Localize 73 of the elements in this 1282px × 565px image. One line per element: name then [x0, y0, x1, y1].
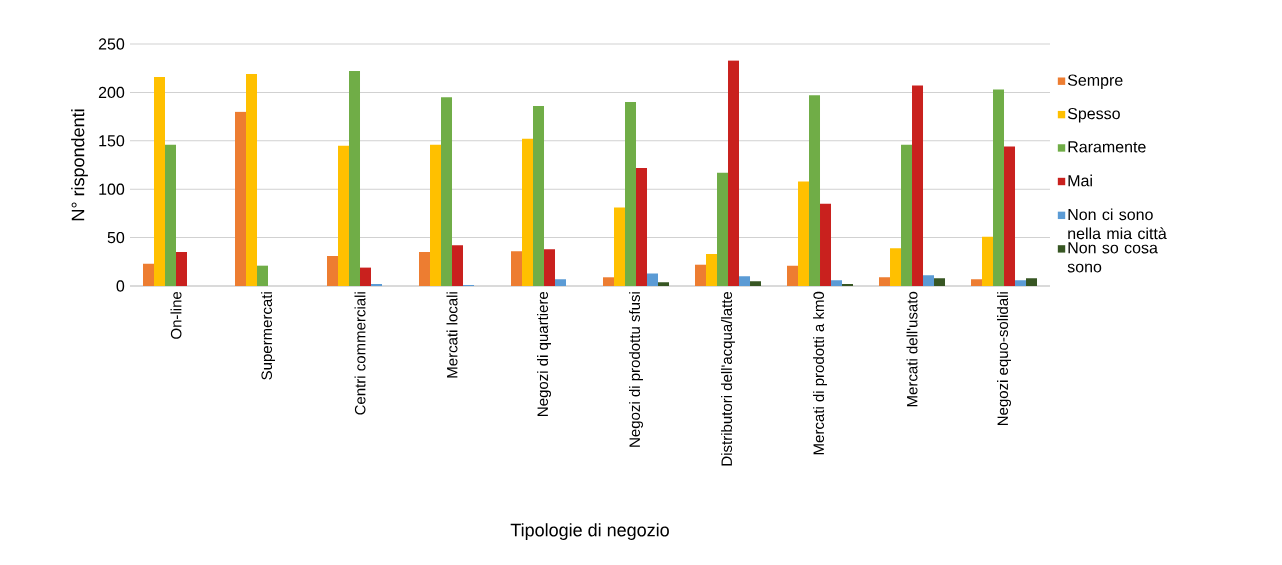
bar	[441, 97, 453, 286]
x-tick-label: Negozi equo-solidali	[997, 292, 1011, 426]
bar	[912, 85, 924, 286]
bar	[522, 138, 534, 286]
bar	[831, 280, 843, 286]
bar	[717, 172, 729, 286]
bar	[430, 144, 441, 286]
bar	[879, 277, 891, 286]
bar	[787, 265, 799, 286]
bar	[647, 273, 659, 286]
legend-label: Spesso	[1067, 107, 1120, 123]
y-axis-title: N° rispondenti	[71, 109, 88, 221]
bar	[544, 249, 556, 286]
bar	[452, 245, 463, 286]
bar	[338, 145, 349, 286]
bar	[246, 74, 257, 286]
bar	[820, 203, 832, 286]
legend-label: Sempre	[1067, 74, 1123, 89]
bar	[993, 89, 1005, 286]
bar	[349, 71, 361, 286]
y-tick-label: 50	[107, 231, 125, 244]
bar	[934, 278, 946, 286]
bar	[614, 207, 626, 286]
legend-label: Non so cosa sono	[1067, 242, 1158, 273]
x-tick-label: Supermercati	[261, 292, 275, 380]
bar	[923, 275, 935, 286]
bar	[165, 144, 176, 286]
y-tick-label: 150	[99, 135, 125, 147]
bar	[1004, 146, 1016, 286]
bar	[636, 167, 648, 286]
bar	[533, 105, 545, 286]
legend-label: Raramente	[1068, 141, 1146, 153]
bar	[257, 265, 268, 286]
bar	[971, 279, 983, 286]
y-tick-label: 250	[98, 38, 125, 50]
bar	[750, 281, 762, 286]
legend-label: Mai	[1068, 174, 1092, 187]
x-tick-label: Negozi di quartiere	[537, 291, 551, 416]
bar	[658, 282, 670, 286]
x-tick-label: Mercati locali	[446, 292, 458, 378]
bar	[809, 95, 821, 286]
bar	[798, 181, 810, 286]
bar	[625, 102, 637, 286]
x-tick-label: Mercati dell'usato	[906, 291, 918, 407]
bar	[235, 111, 246, 286]
bar	[728, 60, 740, 286]
bar	[327, 255, 338, 286]
bar	[901, 144, 913, 286]
bar	[739, 276, 751, 286]
bar	[1026, 278, 1038, 286]
legend-label: Non ci sono nella mia città	[1068, 208, 1167, 240]
y-tick-label: 0	[116, 280, 125, 292]
bar	[154, 76, 165, 286]
bar	[143, 263, 154, 286]
bar	[555, 279, 567, 286]
y-tick-label: 100	[99, 183, 125, 195]
x-tick-label: Mercati di prodotti a km0	[813, 291, 827, 455]
x-tick-label: On-line	[170, 291, 182, 339]
x-tick-label: Distributori dell'acqua/latte	[721, 291, 735, 466]
x-tick-label: Centri commerciali	[354, 292, 366, 415]
bar	[1015, 280, 1027, 286]
bar	[982, 236, 994, 286]
bar	[603, 277, 615, 286]
bar	[176, 252, 187, 286]
x-tick-label: Negozi di prodottu sfusi	[629, 292, 643, 447]
bar	[890, 248, 902, 286]
bar	[419, 252, 431, 286]
y-tick-label: 200	[98, 86, 125, 99]
bar	[360, 267, 371, 286]
x-axis-title: Tipologie di negozio	[510, 523, 669, 540]
bar	[706, 254, 718, 286]
bar	[511, 251, 523, 286]
bar	[695, 264, 707, 286]
